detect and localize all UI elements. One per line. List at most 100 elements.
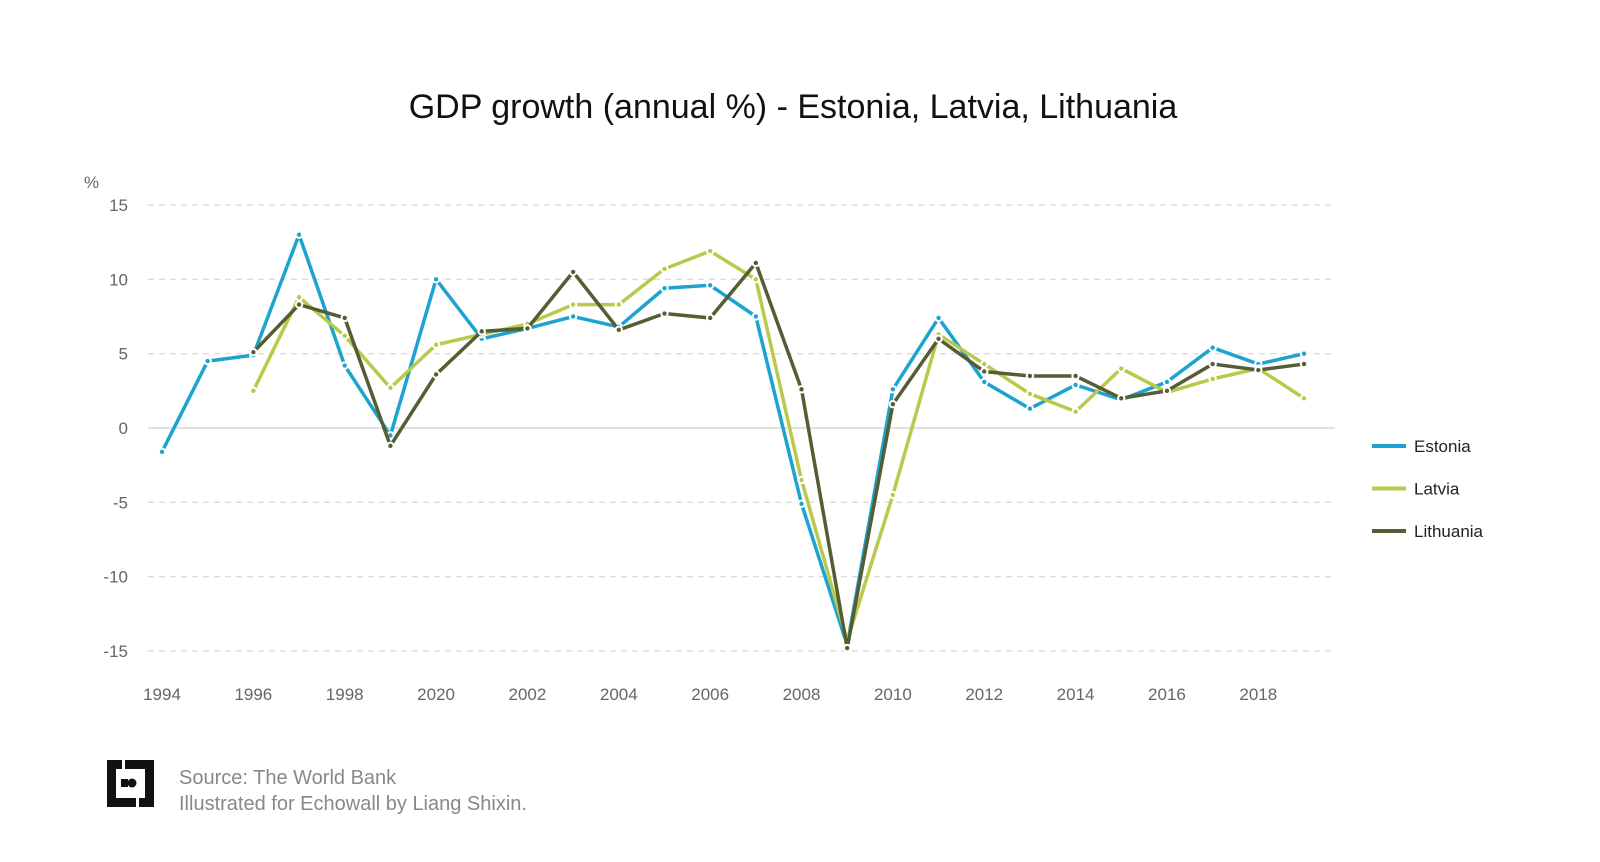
data-point	[340, 313, 349, 323]
data-point	[614, 300, 623, 309]
series-line	[251, 249, 1305, 647]
data-point	[751, 258, 761, 268]
y-tick-label: -10	[103, 568, 128, 587]
y-tick-label: 15	[109, 196, 128, 215]
data-point	[1117, 364, 1126, 373]
data-point	[797, 499, 806, 509]
data-point	[568, 300, 578, 309]
data-point	[797, 385, 806, 394]
x-tick-label: 2018	[1239, 685, 1277, 704]
data-point	[980, 359, 989, 369]
data-point	[1299, 349, 1309, 358]
data-point	[980, 367, 989, 376]
data-point	[294, 300, 304, 309]
data-point	[1208, 374, 1217, 384]
data-point	[1299, 394, 1309, 403]
data-point	[888, 400, 898, 409]
data-point	[568, 267, 578, 277]
data-point	[1025, 371, 1035, 381]
data-point	[980, 377, 989, 387]
legend-label: Estonia	[1414, 437, 1471, 456]
credit-text: Illustrated for Echowall by Liang Shixin…	[179, 793, 527, 815]
data-point	[705, 246, 715, 256]
chart-title: GDP growth (annual %) - Estonia, Latvia,…	[409, 88, 1178, 126]
data-point	[203, 356, 212, 366]
legend-label: Latvia	[1414, 480, 1460, 499]
x-tick-label: 2002	[509, 685, 547, 704]
y-axis: 15 10 5 0 -5 -10 -15	[103, 196, 128, 661]
x-tick-label: 1998	[326, 685, 364, 704]
data-point	[751, 275, 761, 284]
x-tick-label: 2008	[783, 685, 821, 704]
series-estonia	[157, 229, 1309, 650]
data-point	[157, 447, 167, 456]
x-tick-label: 1996	[234, 685, 272, 704]
y-tick-label: 10	[109, 270, 128, 289]
data-point	[1025, 389, 1035, 399]
data-point	[1254, 365, 1263, 375]
data-point	[1071, 380, 1080, 390]
y-tick-label: -15	[103, 642, 128, 661]
data-point	[477, 327, 486, 336]
x-tick-label: 2012	[965, 685, 1003, 704]
data-point	[1071, 407, 1080, 416]
x-tick-label: 1994	[143, 685, 181, 704]
series-latvia	[249, 246, 1309, 647]
data-point	[1162, 377, 1172, 387]
data-point	[705, 281, 715, 290]
data-point	[934, 334, 943, 343]
data-point	[797, 475, 806, 485]
data-point	[1162, 386, 1172, 396]
x-tick-label: 2014	[1057, 685, 1095, 704]
data-point	[249, 386, 258, 396]
data-point	[1208, 359, 1217, 369]
data-point	[934, 313, 943, 323]
x-tick-label: 2010	[874, 685, 912, 704]
series-lithuania	[249, 258, 1309, 653]
data-point	[843, 643, 852, 653]
data-point	[705, 313, 715, 323]
y-tick-label: -5	[113, 493, 128, 512]
y-axis-unit: %	[84, 173, 99, 192]
data-point	[568, 312, 578, 321]
data-point	[386, 441, 395, 451]
data-point	[294, 292, 304, 302]
series-line	[160, 229, 1305, 646]
data-point	[1071, 371, 1080, 381]
y-tick-label: 5	[119, 345, 128, 364]
data-point	[431, 340, 441, 349]
data-point	[1025, 404, 1035, 413]
data-point	[249, 347, 258, 357]
data-point	[888, 490, 898, 500]
source-text: Source: The World Bank	[179, 767, 397, 789]
data-point	[523, 324, 532, 333]
data-point	[660, 309, 669, 318]
data-point	[614, 325, 623, 335]
legend: Estonia Latvia Lithuania	[1372, 437, 1484, 541]
x-tick-label: 2020	[417, 685, 455, 704]
x-tick-label: 2006	[691, 685, 729, 704]
data-point	[660, 264, 669, 274]
legend-label: Lithuania	[1414, 522, 1484, 541]
data-point	[386, 383, 395, 393]
y-tick-label: 0	[119, 419, 128, 438]
series-lines	[157, 229, 1309, 653]
x-tick-label: 2004	[600, 685, 638, 704]
data-point	[660, 284, 669, 293]
series-line	[252, 259, 1305, 649]
data-point	[340, 361, 349, 370]
data-point	[431, 370, 441, 379]
x-tick-label: 2016	[1148, 685, 1186, 704]
data-point	[1299, 359, 1309, 369]
data-point	[888, 385, 898, 394]
echowall-logo	[107, 760, 154, 807]
data-point	[751, 312, 761, 321]
data-point	[431, 275, 441, 284]
gridlines	[148, 204, 1335, 652]
x-axis: 1994 1996 1998 2020 2002 2004 2006 2008 2010 2012…	[143, 685, 1277, 704]
data-point	[1208, 343, 1217, 352]
data-point	[340, 331, 349, 341]
data-point	[294, 230, 304, 239]
data-point	[1117, 394, 1126, 403]
